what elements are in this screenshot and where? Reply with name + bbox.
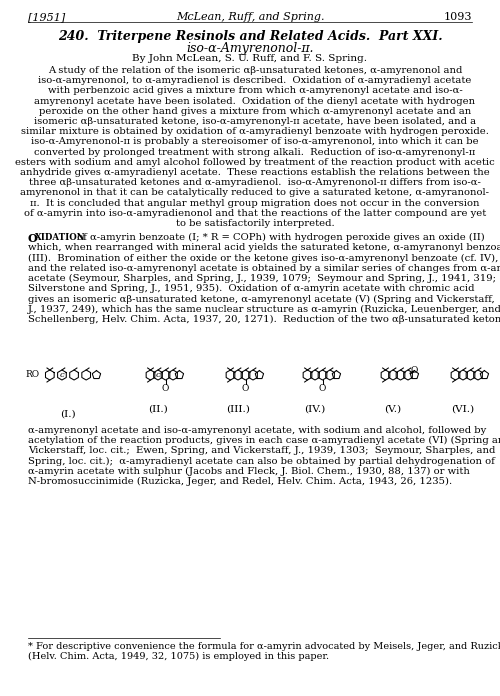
- Text: RO: RO: [26, 370, 40, 379]
- Text: O: O: [411, 367, 418, 376]
- Text: converted by prolonged treatment with strong alkali.  Reduction of iso-α-amyreno: converted by prolonged treatment with st…: [34, 148, 475, 157]
- Text: (IV.): (IV.): [304, 405, 326, 414]
- Text: (Helv. Chim. Acta, 1949, 32, 1075) is employed in this paper.: (Helv. Chim. Acta, 1949, 32, 1075) is em…: [28, 652, 329, 661]
- Text: Spring, loc. cit.);  α-amyradienyl acetate can also be obtained by partial dehyd: Spring, loc. cit.); α-amyradienyl acetat…: [28, 457, 495, 466]
- Text: 240.  Triterpene Resinols and Related Acids.  Part XXI.: 240. Triterpene Resinols and Related Aci…: [58, 30, 442, 43]
- Text: XIDATION: XIDATION: [34, 233, 85, 242]
- Text: gives an isomeric αβ-unsaturated ketone, α-amyrenonyl acetate (V) (Spring and Vi: gives an isomeric αβ-unsaturated ketone,…: [28, 294, 495, 303]
- Text: [1951]: [1951]: [28, 12, 65, 22]
- Text: Schellenberg, Helv. Chim. Acta, 1937, 20, 1271).  Reduction of the two αβ-unsatu: Schellenberg, Helv. Chim. Acta, 1937, 20…: [28, 315, 500, 324]
- Text: esters with sodium and amyl alcohol followed by treatment of the reaction produc: esters with sodium and amyl alcohol foll…: [15, 158, 495, 167]
- Text: acetate (Seymour, Sharples, and Spring, J., 1939, 1079;  Seymour and Spring, J.,: acetate (Seymour, Sharples, and Spring, …: [28, 274, 496, 283]
- Text: iso-α-Amyrenonol-ɪɪ.: iso-α-Amyrenonol-ɪɪ.: [186, 42, 314, 55]
- Text: (VI.): (VI.): [452, 405, 474, 414]
- Text: amyrenonyl acetate have been isolated.  Oxidation of the dienyl acetate with hyd: amyrenonyl acetate have been isolated. O…: [34, 97, 475, 106]
- Text: (III).  Bromination of either the oxide or the ketone gives iso-α-amyrenonyl ben: (III). Bromination of either the oxide o…: [28, 253, 498, 262]
- Text: acetylation of the reaction products, gives in each case α-amyradienyl acetate (: acetylation of the reaction products, gi…: [28, 436, 500, 445]
- Text: (I.): (I.): [60, 410, 76, 419]
- Text: ɪɪ.  It is concluded that angular methyl group migration does not occur in the c: ɪɪ. It is concluded that angular methyl …: [30, 198, 480, 207]
- Text: c: c: [60, 371, 64, 379]
- Text: with perbenzoic acid gives a mixture from which α-amyrenonyl acetate and iso-α-: with perbenzoic acid gives a mixture fro…: [48, 86, 463, 95]
- Text: c: c: [156, 371, 160, 379]
- Text: amyrenonol in that it can be catalytically reduced to give a saturated ketone, α: amyrenonol in that it can be catalytical…: [20, 189, 490, 198]
- Text: Silverstone and Spring, J., 1951, 935).  Oxidation of α-amyrin acetate with chro: Silverstone and Spring, J., 1951, 935). …: [28, 284, 474, 293]
- Text: which, when rearranged with mineral acid yields the saturated ketone, α-amyranon: which, when rearranged with mineral acid…: [28, 244, 500, 253]
- Text: A study of the relation of the isomeric αβ-unsaturated ketones, α-amyrenonol and: A study of the relation of the isomeric …: [48, 66, 462, 75]
- Text: O: O: [28, 233, 38, 244]
- Text: O: O: [162, 383, 169, 393]
- Text: J., 1937, 249), which has the same nuclear structure as α-amyrin (Ruzicka, Leuen: J., 1937, 249), which has the same nucle…: [28, 305, 500, 314]
- Text: of α-amyrin benzoate (I; * R = COPh) with hydrogen peroxide gives an oxide (II): of α-amyrin benzoate (I; * R = COPh) wit…: [74, 233, 485, 242]
- Text: iso-α-amyrenonol, to α-amyradienol is described.  Oxidation of α-amyradienyl ace: iso-α-amyrenonol, to α-amyradienol is de…: [38, 76, 472, 85]
- Text: O: O: [319, 383, 326, 393]
- Text: iso-α-Amyrenonol-ɪɪ is probably a stereoisomer of iso-α-amyrenonol, into which i: iso-α-Amyrenonol-ɪɪ is probably a stereo…: [31, 137, 479, 146]
- Text: α-amyrin acetate with sulphur (Jacobs and Fleck, J. Biol. Chem., 1930, 88, 137) : α-amyrin acetate with sulphur (Jacobs an…: [28, 467, 470, 476]
- Text: (V.): (V.): [384, 405, 402, 414]
- Text: similar mixture is obtained by oxidation of α-amyradienyl benzoate with hydrogen: similar mixture is obtained by oxidation…: [21, 127, 489, 136]
- Text: three αβ-unsaturated ketones and α-amyradienol.  iso-α-Amyrenonol-ɪɪ differs fro: three αβ-unsaturated ketones and α-amyra…: [29, 178, 481, 187]
- Text: (II.): (II.): [148, 405, 168, 414]
- Text: N-bromosuccinimide (Ruzicka, Jeger, and Redel, Helv. Chim. Acta, 1943, 26, 1235): N-bromosuccinimide (Ruzicka, Jeger, and …: [28, 477, 452, 486]
- Text: isomeric αβ-unsaturated ketone, iso-α-amyrenonyl-ɪɪ acetate, have been isolated,: isomeric αβ-unsaturated ketone, iso-α-am…: [34, 117, 476, 126]
- Text: 1093: 1093: [444, 12, 472, 22]
- Text: peroxide on the other hand gives a mixture from which α-amyrenonyl acetate and a: peroxide on the other hand gives a mixtu…: [39, 106, 471, 116]
- Text: By John McLean, S. U. Ruff, and F. S. Spring.: By John McLean, S. U. Ruff, and F. S. Sp…: [132, 54, 368, 63]
- Text: α-amyrenonyl acetate and iso-α-amyrenonyl acetate, with sodium and alcohol, foll: α-amyrenonyl acetate and iso-α-amyrenony…: [28, 426, 486, 435]
- Text: O: O: [242, 383, 249, 393]
- Text: and the related iso-α-amyrenonyl acetate is obtained by a similar series of chan: and the related iso-α-amyrenonyl acetate…: [28, 264, 500, 273]
- Text: (III.): (III.): [226, 405, 250, 414]
- Text: McLean, Ruff, and Spring.: McLean, Ruff, and Spring.: [176, 12, 324, 22]
- Text: to be satisfactorily interpreted.: to be satisfactorily interpreted.: [176, 219, 334, 228]
- Text: anhydride gives α-amyradienyl acetate.  These reactions establish the relations : anhydride gives α-amyradienyl acetate. T…: [20, 168, 490, 177]
- Text: Vickerstaff, loc. cit.;  Ewen, Spring, and Vickerstaff, J., 1939, 1303;  Seymour: Vickerstaff, loc. cit.; Ewen, Spring, an…: [28, 446, 495, 455]
- Text: of α-amyrin into iso-α-amyradienonol and that the reactions of the latter compou: of α-amyrin into iso-α-amyradienonol and…: [24, 209, 486, 218]
- Text: * For descriptive convenience the formula for α-amyrin advocated by Meisels, Jeg: * For descriptive convenience the formul…: [28, 642, 500, 651]
